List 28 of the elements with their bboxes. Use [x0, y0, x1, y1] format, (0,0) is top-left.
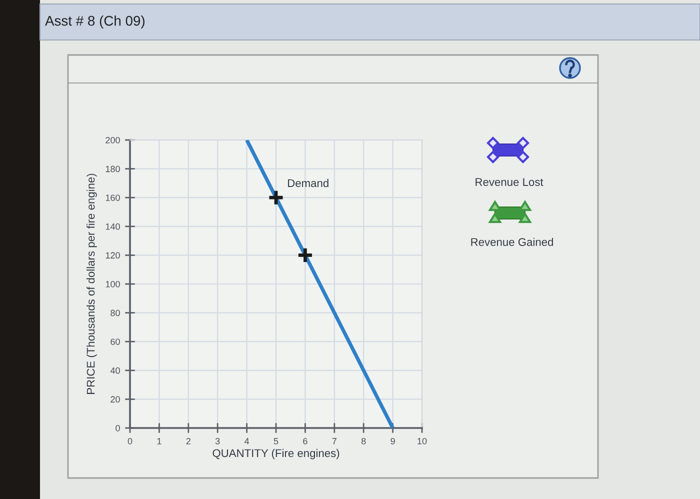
- y-tick-label: 100: [106, 280, 120, 288]
- y-tick-label: 160: [106, 194, 120, 201]
- text: Revenue Gained: [471, 238, 553, 246]
- y-tick-label: 200: [106, 136, 120, 144]
- x-tick-label: 1: [157, 438, 162, 444]
- y-tick-label: 60: [110, 338, 120, 345]
- x-axis-title: QUANTITY (Fire engines): [212, 448, 340, 460]
- x-tick-label: 0: [128, 438, 132, 444]
- x-tick-label: 10: [418, 438, 427, 444]
- x-tick-label: 5: [274, 438, 278, 444]
- y-tick-label: 120: [106, 252, 120, 259]
- x-tick-label: 3: [215, 438, 220, 444]
- y-tick-label: 20: [110, 396, 120, 403]
- y-tick-label: 80: [110, 310, 120, 316]
- x-tick-label: 9: [390, 438, 395, 444]
- x-tick-label: 2: [186, 438, 190, 444]
- y-axis-title: PRICE (Thousands of dollars per fire engine): [86, 174, 97, 394]
- x-tick-label: 4: [244, 438, 250, 444]
- y-tick-label: 140: [106, 223, 120, 230]
- x-tick-label: 8: [361, 438, 366, 444]
- series-label: Demand: [288, 178, 328, 188]
- y-tick-label: 0: [116, 424, 120, 432]
- y-tick-label: 180: [106, 166, 120, 172]
- text: Revenue Lost: [476, 178, 544, 186]
- chart-title: Asst # 8 (Ch 09): [45, 16, 144, 28]
- x-tick-label: 6: [303, 438, 308, 444]
- x-tick-label: 7: [332, 438, 336, 444]
- y-tick-label: 40: [110, 367, 120, 374]
